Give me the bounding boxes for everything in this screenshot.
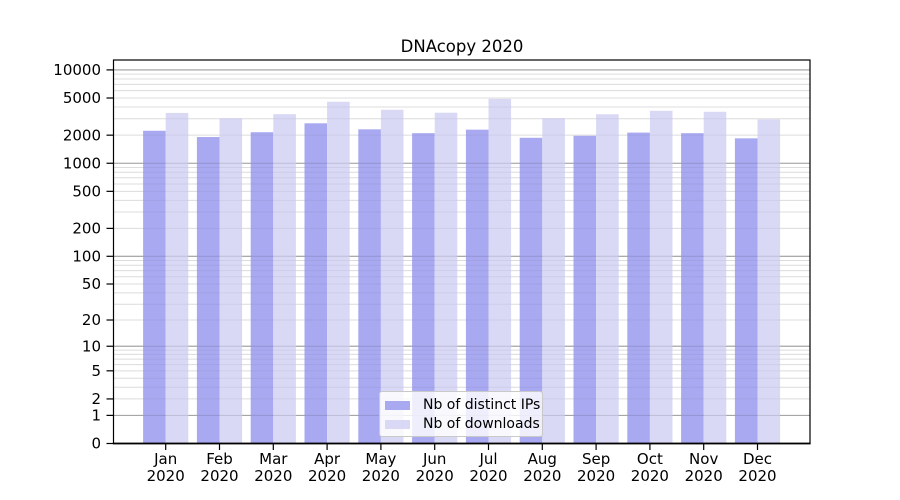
bar-distinct-ips-apr xyxy=(304,123,328,444)
y-tick-label-1: 1 xyxy=(91,407,101,425)
bar-downloads-jan xyxy=(165,112,189,444)
y-tick-label-20: 20 xyxy=(82,311,101,329)
bar-downloads-aug xyxy=(542,118,565,444)
bar-downloads-feb xyxy=(219,118,243,444)
x-tick-year-jun: 2020 xyxy=(416,467,454,485)
x-tick-year-dec: 2020 xyxy=(738,467,776,485)
bar-downloads-nov xyxy=(703,111,727,444)
legend-label-downloads: Nb of downloads xyxy=(423,416,540,432)
bar-downloads-jul xyxy=(488,98,512,444)
bar-distinct-ips-dec xyxy=(734,138,758,444)
x-tick-year-mar: 2020 xyxy=(254,467,292,485)
bar-downloads-dec xyxy=(757,119,781,444)
y-tick-label-5000: 5000 xyxy=(63,89,101,107)
bars xyxy=(143,98,781,444)
x-tick-label-aug: Aug xyxy=(528,450,557,468)
bar-downloads-sep xyxy=(596,114,619,444)
y-tick-label-10: 10 xyxy=(82,337,101,355)
bar-downloads-may xyxy=(380,109,404,444)
x-tick-year-feb: 2020 xyxy=(200,467,238,485)
y-tick-label-500: 500 xyxy=(72,183,101,201)
x-tick-label-jun: Jun xyxy=(422,450,446,468)
bar-distinct-ips-mar xyxy=(250,132,274,444)
bar-distinct-ips-may xyxy=(358,129,381,444)
legend-item-distinct-ips: Nb of distinct IPs xyxy=(385,396,542,415)
x-tick-year-oct: 2020 xyxy=(631,467,669,485)
x-tick-label-oct: Oct xyxy=(637,450,663,468)
x-tick-year-aug: 2020 xyxy=(523,467,561,485)
bar-distinct-ips-feb xyxy=(196,137,220,444)
legend: Nb of distinct IPs Nb of downloads xyxy=(379,391,543,437)
bar-distinct-ips-oct xyxy=(627,132,650,444)
x-tick-label-jul: Jul xyxy=(478,450,497,468)
y-tick-label-50: 50 xyxy=(82,275,101,293)
x-tick-year-may: 2020 xyxy=(362,467,400,485)
bar-downloads-apr xyxy=(327,101,350,444)
bar-downloads-mar xyxy=(273,114,296,444)
x-tick-year-jan: 2020 xyxy=(147,467,185,485)
bar-downloads-oct xyxy=(649,110,673,444)
y-tick-label-2000: 2000 xyxy=(63,126,101,144)
y-tick-label-5: 5 xyxy=(91,362,101,380)
legend-item-downloads: Nb of downloads xyxy=(385,415,542,434)
x-tick-label-nov: Nov xyxy=(689,450,718,468)
y-tick-label-200: 200 xyxy=(72,220,101,238)
x-tick-label-apr: Apr xyxy=(314,450,341,468)
x-tick-label-may: May xyxy=(365,450,396,468)
y-tick-label-0: 0 xyxy=(91,435,101,453)
y-tick-label-1000: 1000 xyxy=(63,154,101,172)
bar-distinct-ips-nov xyxy=(681,133,704,444)
y-tick-label-100: 100 xyxy=(72,247,101,265)
x-tick-label-mar: Mar xyxy=(259,450,288,468)
legend-label-distinct-ips: Nb of distinct IPs xyxy=(423,397,541,413)
bar-distinct-ips-jun xyxy=(412,133,435,444)
x-tick-year-apr: 2020 xyxy=(308,467,346,485)
legend-swatch-downloads xyxy=(385,419,410,430)
x-tick-label-feb: Feb xyxy=(206,450,233,468)
y-tick-label-10000: 10000 xyxy=(53,61,101,79)
x-tick-year-sep: 2020 xyxy=(577,467,615,485)
bar-downloads-jun xyxy=(434,112,458,444)
axes: 100005000200010005002001005020105210Jan2… xyxy=(53,59,811,485)
x-tick-label-sep: Sep xyxy=(582,450,610,468)
bar-distinct-ips-jul xyxy=(465,129,489,444)
bar-distinct-ips-jan xyxy=(143,130,166,444)
legend-swatch-distinct-ips xyxy=(385,400,410,411)
x-tick-year-nov: 2020 xyxy=(685,467,723,485)
chart-title: DNAcopy 2020 xyxy=(400,37,524,56)
bar-distinct-ips-sep xyxy=(573,135,597,444)
x-tick-label-jan: Jan xyxy=(153,450,177,468)
x-tick-year-jul: 2020 xyxy=(469,467,507,485)
bar-distinct-ips-aug xyxy=(519,137,543,444)
x-tick-label-dec: Dec xyxy=(743,450,772,468)
y-tick-label-2: 2 xyxy=(91,390,101,408)
